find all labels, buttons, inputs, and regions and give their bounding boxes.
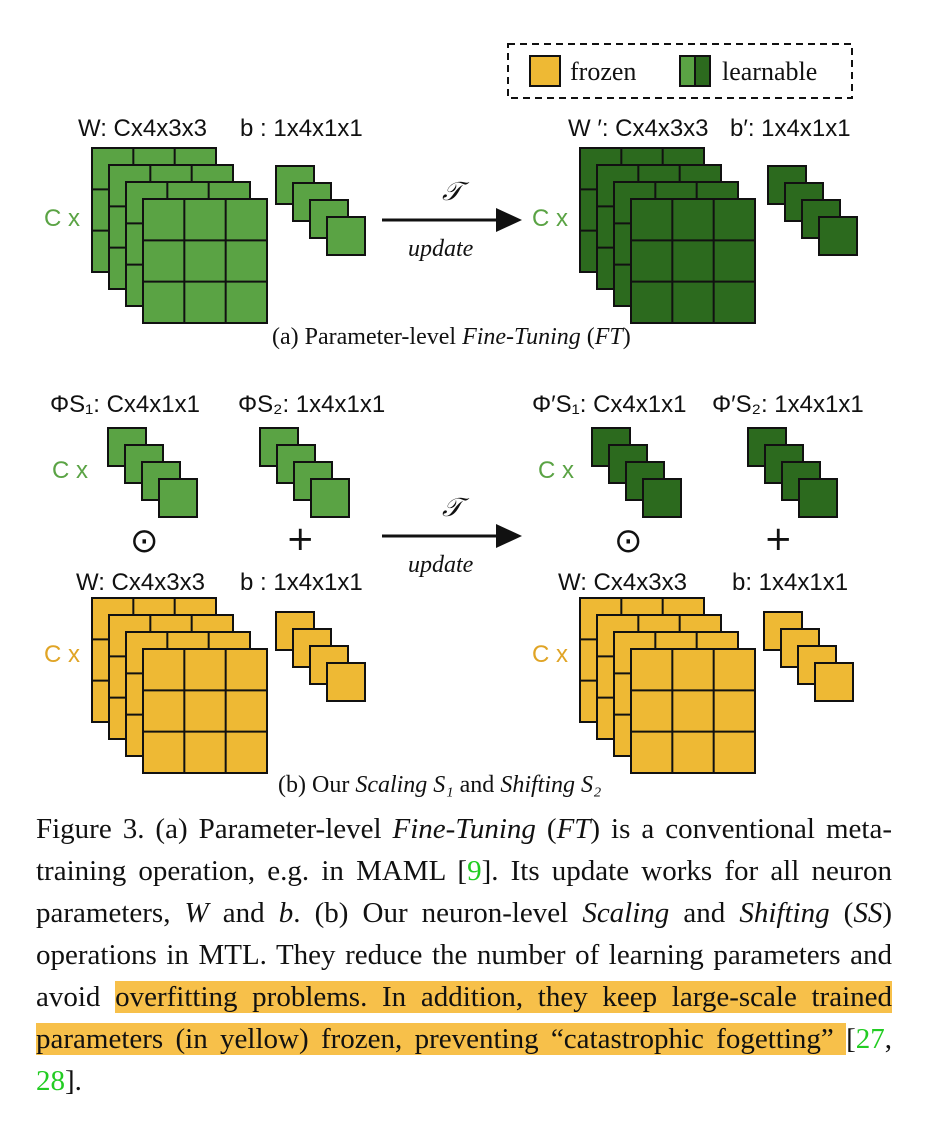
panel-a-w-prime-label: W ′: Cx4x3x3 [568,115,709,142]
panel-b-phi-s2-label: ΦS₂: 1x4x1x1 [238,391,385,418]
citation-link[interactable]: 27 [855,1023,885,1055]
frozen-swatch [529,55,561,87]
panel-a-b-label: b : 1x4x1x1 [240,115,363,142]
panel-b-shifting-stack-updated [747,427,838,518]
panel-a-arrow-symbol: 𝒯 [442,177,470,207]
legend-border [507,43,853,99]
scaling-updated-cell [642,478,682,518]
weight-layer [142,198,268,324]
learnable-swatch-dark [694,55,711,87]
panel-b-subcaption: (b) Our Scaling S₁ and Shifting S₂ [278,772,601,798]
panel-a-b-prime-label: b′: 1x4x1x1 [730,115,851,142]
panel-a-update-arrow: 𝒯 update [382,177,522,262]
bias-cell [326,216,366,256]
panel-b-odot-left: ⊙ [130,521,159,561]
panel-b-odot-right: ⊙ [614,521,643,561]
panel-b-b-label: b : 1x4x1x1 [240,569,363,596]
shifting-updated-cell [798,478,838,518]
panel-b-frozen-weight-stack [91,597,268,774]
legend: frozen learnable [507,43,853,99]
panel-b-w-c-mult-left: C x [44,641,80,668]
panel-a-weight-stack [91,147,268,324]
panel-b-w-c-mult-right: C x [532,641,568,668]
panel-b-scaling-stack [107,427,198,518]
bias-updated-cell [818,216,858,256]
panel-b-scaling-stack-updated [591,427,682,518]
panel-b-arrow-symbol: 𝒯 [442,493,470,523]
panel-a-bias-stack-updated [767,165,858,256]
panel-b-phi-s1-label: ΦS₁: Cx4x1x1 [50,391,200,418]
scaling-cell [158,478,198,518]
figure-diagram: frozen learnable W: Cx4x3x3 b : 1x4x1x1 … [44,43,864,798]
panel-b-plus-right: + [764,519,793,559]
panel-b-frozen-weight-stack-right [579,597,756,774]
panel-a-subcaption: (a) Parameter-level Fine-Tuning (FT) [272,324,631,350]
frozen-bias-right-cell [814,662,854,702]
panel-b-update-arrow: 𝒯 update [382,493,522,578]
panel-a-bias-stack [275,165,366,256]
panel-b-phi-c-mult-left: C x [52,457,88,484]
citation-link[interactable]: 28 [36,1065,65,1097]
panel-b-plus-left: + [286,519,315,559]
panel-a-c-mult-right: C x [532,205,568,232]
panel-b-phi-s1-prime-label: Φ′S₁: Cx4x1x1 [532,391,686,418]
panel-b-frozen-bias-stack-right [763,611,854,702]
legend-frozen-label: frozen [570,57,636,86]
panel-b-w-label-right: W: Cx4x3x3 [558,569,687,596]
shifting-cell [310,478,350,518]
panel-b-phi-s2-prime-label: Φ′S₂: 1x4x1x1 [712,391,864,418]
highlighted-text: overfitting problems. In addition, they … [36,981,892,1055]
figure-caption: Figure 3. (a) Parameter-level Fine-Tunin… [36,813,893,1097]
citation-link[interactable]: 9 [467,855,482,887]
panel-b-w-label: W: Cx4x3x3 [76,569,205,596]
frozen-bias-cell [326,662,366,702]
legend-learnable-label: learnable [722,57,817,86]
panel-b-arrow-text: update [408,552,474,578]
panel-a-arrow-text: update [408,236,474,262]
frozen-weight-right-layer [630,648,756,774]
panel-b-phi-c-mult-right: C x [538,457,574,484]
panel-b-shifting-stack [259,427,350,518]
weight-updated-layer [630,198,756,324]
panel-b-b-label-right: b: 1x4x1x1 [732,569,848,596]
panel-a-w-label: W: Cx4x3x3 [78,115,207,142]
panel-b-frozen-bias-stack [275,611,366,702]
panel-a-weight-stack-updated [579,147,756,324]
frozen-weight-layer [142,648,268,774]
panel-a-c-mult-left: C x [44,205,80,232]
